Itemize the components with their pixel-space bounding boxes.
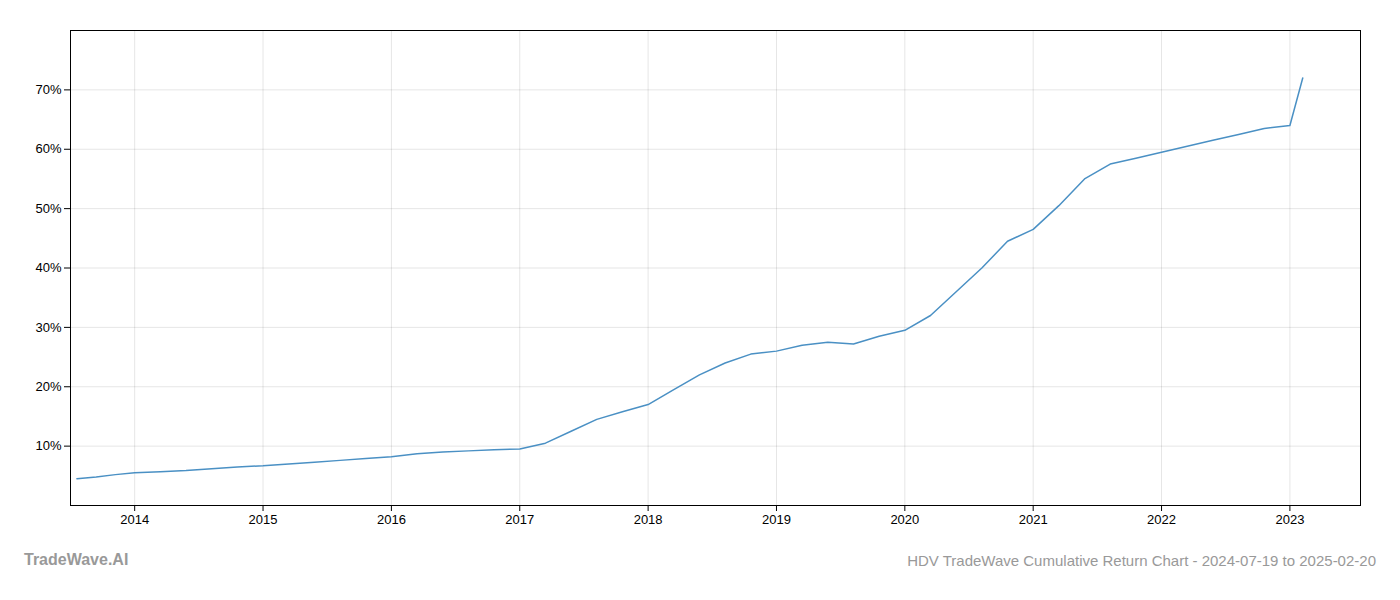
svg-text:2018: 2018 [634, 512, 663, 527]
svg-text:2015: 2015 [249, 512, 278, 527]
svg-text:2020: 2020 [890, 512, 919, 527]
svg-text:60%: 60% [35, 141, 61, 156]
svg-text:2014: 2014 [120, 512, 149, 527]
html-text:HDV TradeWave Cumulative Retur: HDV TradeWave Cumulative Return Chart - … [907, 552, 1376, 569]
svg-text:50%: 50% [35, 201, 61, 216]
svg-text:2021: 2021 [1019, 512, 1048, 527]
svg-text:70%: 70% [35, 82, 61, 97]
svg-text:2022: 2022 [1147, 512, 1176, 527]
svg-text:2016: 2016 [377, 512, 406, 527]
svg-text:2017: 2017 [505, 512, 534, 527]
svg-text:30%: 30% [35, 320, 61, 335]
svg-text:20%: 20% [35, 379, 61, 394]
svg-text:2019: 2019 [762, 512, 791, 527]
svg-text:2023: 2023 [1275, 512, 1304, 527]
html-text:TradeWave.AI: TradeWave.AI [24, 551, 129, 568]
svg-text:10%: 10% [35, 438, 61, 453]
svg-text:40%: 40% [35, 260, 61, 275]
